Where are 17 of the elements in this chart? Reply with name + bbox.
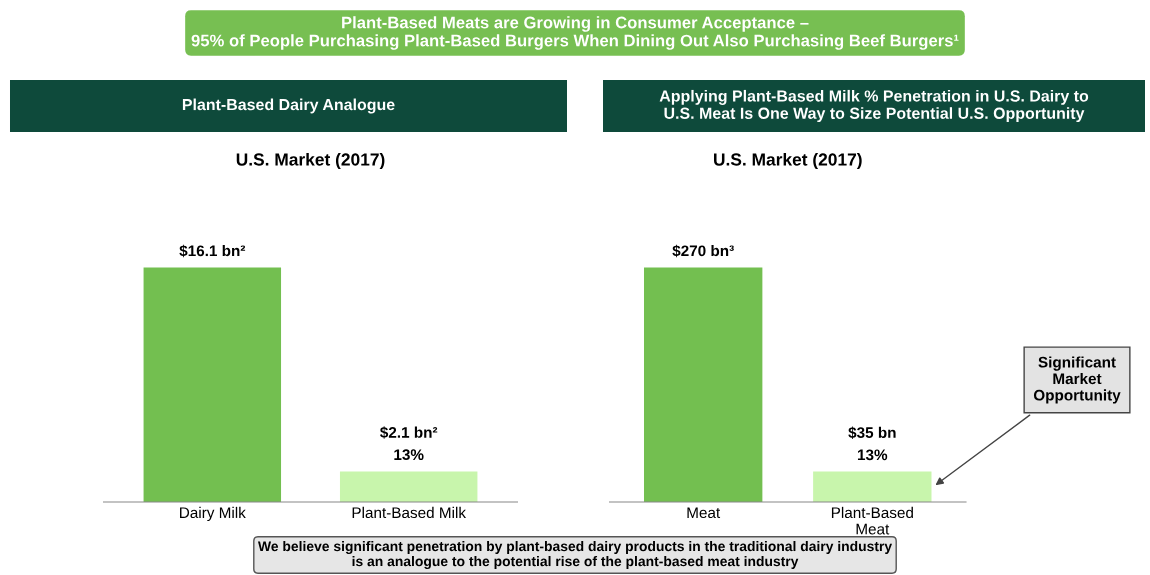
x-tick-label: Meat	[687, 507, 721, 519]
chart-title: Applying Plant-Based Milk % Penetration in U.S. Dairy to U.S. Meat Is One Way to Size Potential U.S. Opportunity	[659, 89, 1089, 123]
text: We believe significant penetration by plant-based dairy products in the traditional dairy industry is an analogue to the potential rise of the plant-based meat industry	[257, 540, 893, 570]
text: Significant Market Opportunity	[1033, 356, 1121, 404]
chart-title: Plant-Based Dairy Analogue	[182, 98, 395, 114]
x-tick-label: Plant-Based Milk	[352, 506, 467, 519]
x-tick-label: Plant-Based Meat	[831, 506, 913, 535]
chart-subtitle: U.S. Market (2017)	[236, 152, 385, 170]
data-label: $16.1 bn²	[179, 244, 246, 258]
x-tick-label: Dairy Milk	[180, 506, 246, 522]
chart-subtitle: U.S. Market (2017)	[714, 152, 862, 170]
text: Plant-Based Meats are Growing in Consumer Acceptance – 95% of People Purchasing Plant-Based Burgers When Dining Out Also Purchasing Beef Burgers¹	[191, 16, 959, 50]
data-label: $35 bn	[848, 426, 896, 439]
annotation: 13%	[857, 449, 888, 461]
annotation: 13%	[394, 449, 424, 461]
data-label: $2.1 bn²	[380, 426, 438, 439]
data-label: $270 bn³	[672, 244, 734, 258]
